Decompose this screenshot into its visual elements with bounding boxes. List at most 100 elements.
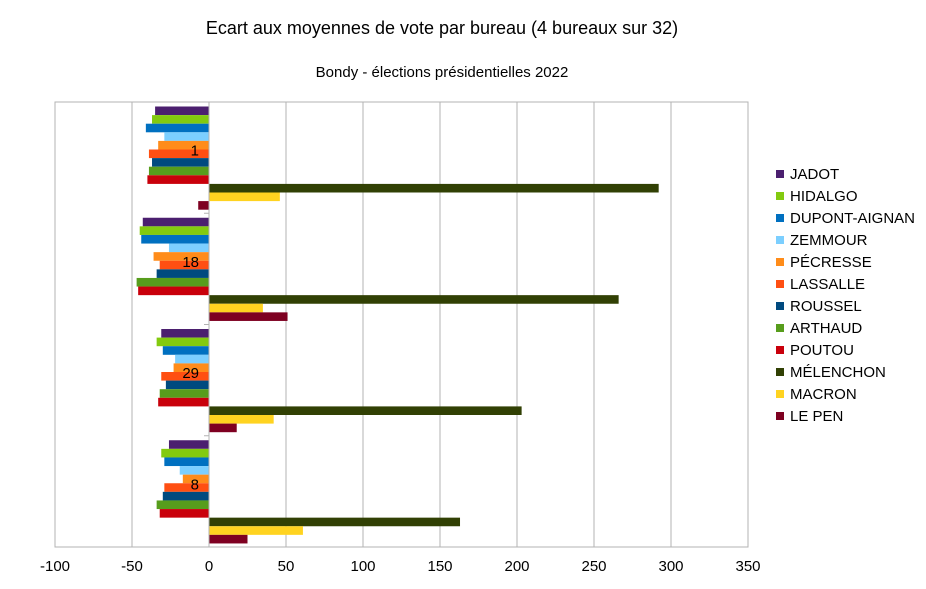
- x-tick-label: -100: [40, 558, 70, 575]
- category-label: 29: [182, 365, 199, 382]
- x-tick-label: 0: [205, 558, 213, 575]
- x-tick-label: 150: [427, 558, 452, 575]
- legend-swatch: [776, 302, 784, 310]
- legend-item: HIDALGO: [776, 185, 926, 207]
- bar: [165, 380, 209, 390]
- bar: [161, 329, 209, 338]
- legend-label: LASSALLE: [790, 275, 866, 293]
- bar: [159, 260, 209, 270]
- legend-swatch: [776, 236, 784, 244]
- x-tick-label: 250: [581, 558, 606, 575]
- bar: [156, 269, 209, 278]
- legend-item: POUTOU: [776, 339, 926, 361]
- legend-label: LE PEN: [790, 407, 844, 425]
- legend-label: ARTHAUD: [790, 319, 863, 337]
- bar: [148, 166, 209, 176]
- bar: [156, 500, 209, 510]
- bar: [136, 277, 209, 287]
- bar: [156, 337, 209, 347]
- bar: [173, 363, 209, 372]
- bar: [164, 457, 209, 467]
- bar: [162, 346, 209, 355]
- bar: [198, 201, 209, 210]
- bar: [164, 132, 209, 141]
- bar: [158, 140, 209, 150]
- bar: [164, 483, 209, 492]
- legend-swatch: [776, 324, 784, 332]
- bar: [161, 372, 209, 381]
- legend-swatch: [776, 280, 784, 288]
- bar: [139, 226, 209, 235]
- legend-label: MACRON: [790, 385, 857, 403]
- category-label: 8: [191, 476, 199, 493]
- bar: [209, 183, 659, 193]
- x-tick-label: 350: [735, 558, 760, 575]
- legend-item: ARTHAUD: [776, 317, 926, 339]
- bar: [152, 158, 209, 167]
- bar: [159, 389, 209, 398]
- bar: [209, 303, 263, 313]
- legend-label: DUPONT-AIGNAN: [790, 209, 916, 227]
- legend-item: PÉCRESSE: [776, 251, 926, 273]
- x-tick-label: 50: [278, 558, 295, 575]
- x-tick-label: -50: [121, 558, 143, 575]
- category-label: 1: [191, 143, 199, 160]
- chart-title: Ecart aux moyennes de vote par bureau (4…: [205, 18, 679, 38]
- bar: [142, 217, 209, 227]
- legend-swatch: [776, 368, 784, 376]
- bar: [209, 295, 619, 304]
- bar: [138, 286, 209, 296]
- bar: [152, 115, 209, 124]
- legend-label: JADOT: [790, 165, 840, 183]
- bar: [153, 252, 209, 261]
- legend-label: MÉLENCHON: [790, 363, 886, 381]
- bar: [147, 175, 209, 184]
- bar: [162, 491, 209, 501]
- legend-item: ZEMMOUR: [776, 229, 926, 251]
- legend-swatch: [776, 192, 784, 200]
- bar: [209, 534, 248, 544]
- legend-swatch: [776, 214, 784, 222]
- bar: [209, 526, 303, 535]
- legend-label: ZEMMOUR: [790, 231, 868, 249]
- category-label: 18: [182, 254, 199, 271]
- legend-item: MACRON: [776, 383, 926, 405]
- legend-swatch: [776, 170, 784, 178]
- legend-label: HIDALGO: [790, 187, 858, 205]
- legend-item: MÉLENCHON: [776, 361, 926, 383]
- bar: [145, 123, 209, 133]
- bar: [168, 440, 209, 449]
- bar: [209, 192, 280, 202]
- chart-subtitle: Bondy - élections présidentielles 2022: [315, 64, 569, 81]
- bar: [141, 234, 209, 244]
- x-tick-label: 200: [504, 558, 529, 575]
- plot-border: [54, 101, 749, 548]
- x-tick-label: 100: [350, 558, 375, 575]
- bar: [209, 415, 274, 424]
- bar: [179, 466, 209, 475]
- legend-label: ROUSSEL: [790, 297, 862, 315]
- bar: [209, 423, 237, 433]
- legend-swatch: [776, 412, 784, 420]
- bar: [168, 243, 209, 253]
- bar: [158, 397, 209, 407]
- legend-label: PÉCRESSE: [790, 253, 872, 271]
- legend-label: POUTOU: [790, 341, 854, 359]
- legend-item: LASSALLE: [776, 273, 926, 295]
- bar: [159, 509, 209, 518]
- bar: [148, 149, 209, 159]
- x-tick-label: 300: [658, 558, 683, 575]
- bar: [175, 354, 209, 364]
- legend-item: ROUSSEL: [776, 295, 926, 317]
- legend-item: JADOT: [776, 163, 926, 185]
- bar: [209, 406, 522, 415]
- legend-item: LE PEN: [776, 405, 926, 427]
- bar: [209, 312, 288, 321]
- legend-swatch: [776, 258, 784, 266]
- bar: [155, 106, 209, 116]
- bar: [182, 474, 209, 484]
- bar: [209, 517, 461, 527]
- legend: JADOT HIDALGO DUPONT-AIGNAN ZEMMOUR PÉCRESSE…: [776, 163, 926, 427]
- legend-swatch: [776, 346, 784, 354]
